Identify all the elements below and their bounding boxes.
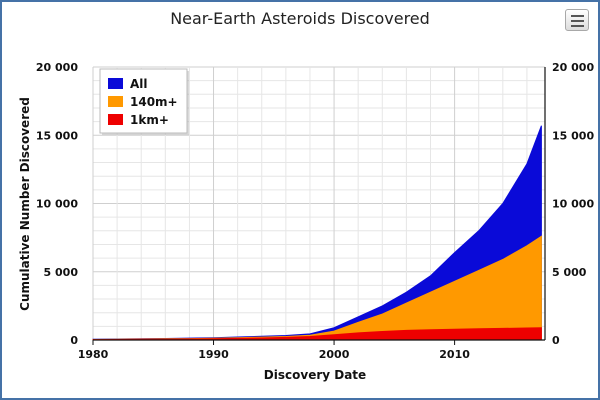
tick-labels: 1980 1990 2000 2010 0 0 5 000 5 000 10 000 10 000… [36, 61, 595, 361]
chart-title: Near-Earth Asteroids Discovered [170, 9, 430, 28]
y-tick-label-left: 15 000 [36, 129, 78, 142]
y-tick-label-left: 0 [70, 334, 78, 347]
x-tick-label: 1980 [78, 348, 109, 361]
y-tick-label-right: 0 [552, 334, 560, 347]
x-tick-label: 2000 [319, 348, 350, 361]
y-tick-label-right: 10 000 [552, 198, 594, 211]
chart-menu-button[interactable] [565, 9, 589, 31]
legend-label: 1km+ [130, 113, 169, 127]
legend-label: 140m+ [130, 95, 178, 109]
x-axis-title: Discovery Date [264, 368, 366, 382]
y-tick-label-right: 15 000 [552, 129, 594, 142]
legend-swatch [108, 114, 123, 125]
y-tick-label-right: 20 000 [552, 61, 594, 74]
axes [92, 67, 546, 345]
y-tick-label-right: 5 000 [552, 266, 587, 279]
legend-swatch [108, 96, 123, 107]
y-axis-title: Cumulative Number Discovered [18, 97, 32, 311]
legend: All 140m+ 1km+ [99, 68, 189, 135]
y-tick-label-left: 5 000 [44, 266, 79, 279]
x-tick-label: 1990 [198, 348, 229, 361]
area-series-1km- [92, 327, 542, 341]
legend-swatch [108, 78, 123, 89]
legend-label: All [130, 77, 148, 91]
plot-areas [92, 125, 542, 341]
y-tick-label-left: 20 000 [36, 61, 78, 74]
y-tick-label-left: 10 000 [36, 198, 78, 211]
x-tick-label: 2010 [439, 348, 470, 361]
